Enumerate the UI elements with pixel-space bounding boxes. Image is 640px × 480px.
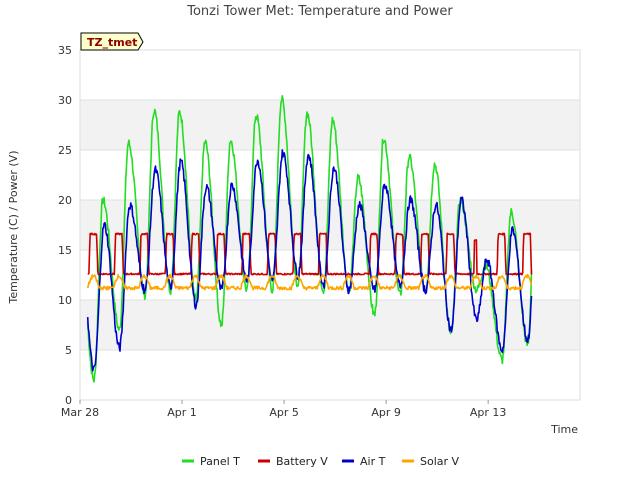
x-tick-label: Apr 5 (269, 406, 299, 419)
legend-label: Panel T (200, 455, 240, 468)
legend-label: Solar V (420, 455, 460, 468)
y-tick-label: 35 (58, 44, 72, 57)
legend-item-battery-v[interactable]: Battery V (258, 455, 328, 468)
x-tick-label: Apr 9 (371, 406, 401, 419)
plot-background (80, 50, 580, 400)
y-tick-label: 10 (58, 294, 72, 307)
plot-band (80, 350, 580, 400)
x-tick-label: Mar 28 (61, 406, 99, 419)
legend-item-panel-t[interactable]: Panel T (182, 455, 240, 468)
y-tick-label: 25 (58, 144, 72, 157)
y-tick-label: 15 (58, 244, 72, 257)
y-axis-label: Temperature (C) / Power (V) (7, 150, 20, 304)
legend[interactable]: Panel T Battery V Air T Solar V (182, 455, 460, 468)
x-tick-label: Apr 13 (470, 406, 507, 419)
chart: Tonzi Tower Met: Temperature and Power 0… (0, 0, 640, 480)
y-tick-label: 5 (65, 344, 72, 357)
plot-band (80, 50, 580, 100)
x-axis-ticks: Mar 28 Apr 1 Apr 5 Apr 9 Apr 13 (61, 400, 507, 419)
legend-item-solar-v[interactable]: Solar V (402, 455, 460, 468)
badge: TZ_tmet (81, 33, 143, 50)
x-axis-label: Time (550, 423, 578, 436)
legend-item-air-t[interactable]: Air T (342, 455, 386, 468)
y-tick-label: 20 (58, 194, 72, 207)
chart-title: Tonzi Tower Met: Temperature and Power (186, 4, 453, 19)
badge-text: TZ_tmet (87, 36, 137, 49)
y-tick-label: 30 (58, 94, 72, 107)
x-tick-label: Apr 1 (167, 406, 197, 419)
legend-label: Air T (360, 455, 386, 468)
legend-label: Battery V (276, 455, 328, 468)
